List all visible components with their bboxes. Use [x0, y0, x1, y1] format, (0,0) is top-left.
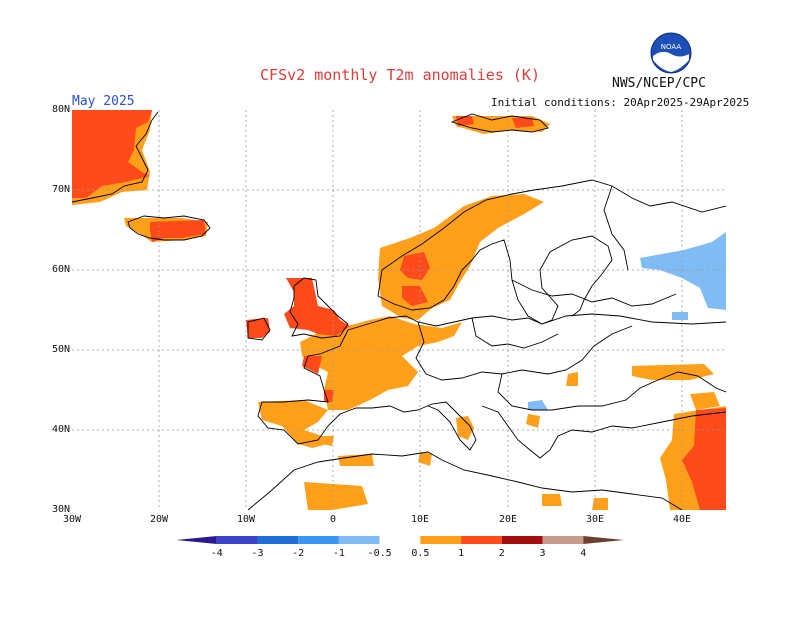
coastlines: [72, 111, 726, 510]
colorbar-swatch: [176, 536, 217, 544]
map-title: CFSv2 monthly T2m anomalies (K): [260, 66, 540, 84]
colorbar-swatch: [542, 536, 584, 544]
colorbar-swatch: [501, 536, 543, 544]
colorbar-swatch: [583, 536, 624, 544]
colorbar-swatch: [379, 536, 421, 544]
colorbar-tick-label: -2: [292, 548, 304, 559]
colorbar: -4 -3 -2 -1 -0.5 0.5 1 2 3 4: [176, 536, 624, 559]
agency-label: NWS/NCEP/CPC: [612, 76, 706, 91]
forecast-month: May 2025: [72, 94, 135, 109]
lat-label: 40N: [51, 424, 70, 435]
colorbar-tick-label: 4: [580, 548, 586, 559]
lon-label: 10E: [410, 514, 430, 525]
colorbar-tick-label: 0.5: [411, 548, 429, 559]
cool-anomaly-area: [528, 232, 726, 410]
colorbar-swatch: [420, 536, 462, 544]
colorbar-swatch: [338, 536, 380, 544]
colorbar-tick-label: 2: [499, 548, 505, 559]
lat-label: 50N: [51, 344, 70, 355]
lon-label: 0: [329, 514, 337, 525]
colorbar-tick-label: -4: [211, 548, 223, 559]
lat-label: 80N: [51, 104, 70, 115]
svg-text:NOAA: NOAA: [661, 43, 682, 51]
colorbar-tick-label: 1: [458, 548, 464, 559]
colorbar-swatch: [298, 536, 339, 544]
lon-label: 10W: [236, 514, 256, 525]
initial-conditions: Initial conditions: 20Apr2025-29Apr2025: [491, 96, 750, 109]
lon-label: 40E: [672, 514, 692, 525]
colorbar-tick-label: 3: [540, 548, 546, 559]
colorbar-tick-label: -0.5: [368, 548, 392, 559]
lon-label: 20W: [149, 514, 169, 525]
lon-label: 30W: [62, 514, 82, 525]
colorbar-swatch: [461, 536, 502, 544]
lon-label: 20E: [498, 514, 518, 525]
lon-label: 30E: [585, 514, 605, 525]
colorbar-tick-label: -3: [251, 548, 263, 559]
colorbar-swatch: [257, 536, 299, 544]
lat-label: 30N: [51, 504, 70, 515]
strong-warm-anomaly-area: [72, 110, 726, 510]
colorbar-swatch: [216, 536, 258, 544]
noaa-logo-icon: NOAA: [650, 32, 692, 74]
colorbar-tick-label: -1: [333, 548, 345, 559]
lat-label: 60N: [51, 264, 70, 275]
anomaly-map: [72, 110, 726, 510]
lat-label: 70N: [51, 184, 70, 195]
graticule: [72, 110, 726, 510]
